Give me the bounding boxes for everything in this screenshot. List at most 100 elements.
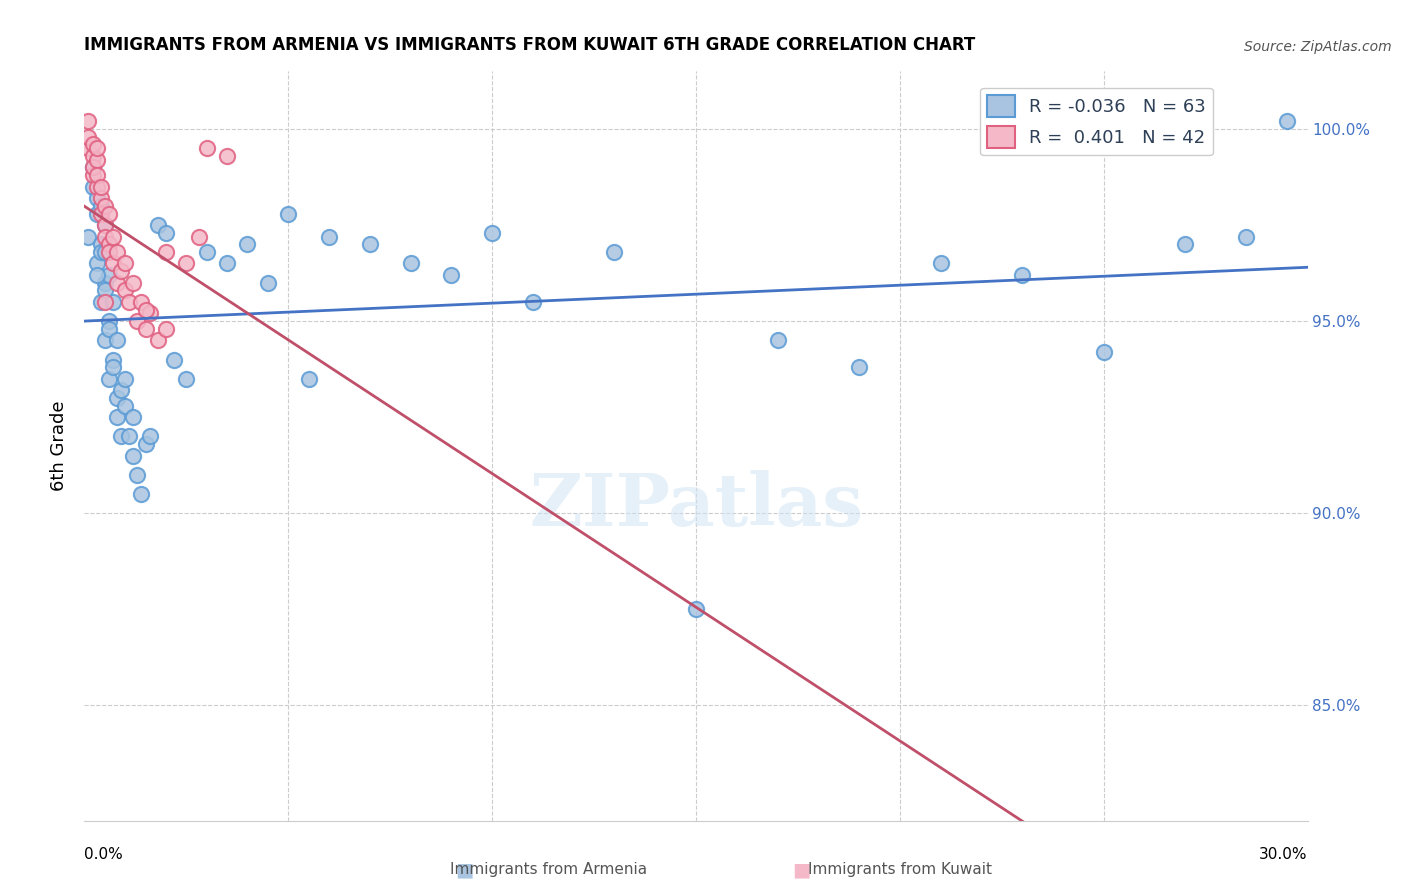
Text: 0.0%: 0.0% <box>84 847 124 863</box>
Point <box>93 218 117 232</box>
Point <box>603 244 626 259</box>
Text: Immigrants from Kuwait: Immigrants from Kuwait <box>808 863 991 877</box>
Point <box>122 276 145 290</box>
Point <box>101 229 124 244</box>
Point <box>82 149 104 163</box>
Point <box>77 229 100 244</box>
Point <box>135 437 157 451</box>
Point <box>86 141 108 155</box>
Point <box>195 141 218 155</box>
Point <box>481 226 503 240</box>
Point <box>90 191 112 205</box>
Point <box>929 256 952 270</box>
Point <box>1277 114 1299 128</box>
Point <box>86 191 108 205</box>
Point <box>110 429 132 443</box>
Point <box>298 372 321 386</box>
Point <box>82 161 104 175</box>
Point <box>138 429 160 443</box>
Point <box>110 264 132 278</box>
Point <box>86 268 108 282</box>
Point <box>155 226 177 240</box>
Point <box>97 206 120 220</box>
Point <box>93 229 117 244</box>
Point <box>359 237 381 252</box>
Point <box>93 284 117 298</box>
Point <box>318 229 340 244</box>
Point <box>105 410 128 425</box>
Point <box>766 334 789 348</box>
Point <box>146 218 169 232</box>
Point <box>93 218 117 232</box>
Point <box>257 276 280 290</box>
Point <box>82 179 104 194</box>
Text: IMMIGRANTS FROM ARMENIA VS IMMIGRANTS FROM KUWAIT 6TH GRADE CORRELATION CHART: IMMIGRANTS FROM ARMENIA VS IMMIGRANTS FR… <box>84 36 976 54</box>
Point <box>1236 229 1258 244</box>
Point <box>155 322 177 336</box>
Text: ■: ■ <box>792 860 811 880</box>
Point <box>93 276 117 290</box>
Point <box>1011 268 1033 282</box>
Point <box>217 149 239 163</box>
Point <box>105 391 128 405</box>
Point <box>86 153 108 167</box>
Point <box>97 237 120 252</box>
Point <box>105 276 128 290</box>
Point <box>236 237 259 252</box>
Point <box>176 372 198 386</box>
Point <box>217 256 239 270</box>
Point <box>522 294 544 309</box>
Point <box>135 322 157 336</box>
Point <box>138 306 160 320</box>
Point <box>176 256 198 270</box>
Point <box>77 114 100 128</box>
Point <box>122 449 145 463</box>
Point <box>105 334 128 348</box>
Point <box>101 294 124 309</box>
Point <box>131 294 153 309</box>
Text: Immigrants from Armenia: Immigrants from Armenia <box>450 863 647 877</box>
Point <box>86 206 108 220</box>
Point <box>86 256 108 270</box>
Point <box>135 302 157 317</box>
Point <box>114 372 136 386</box>
Point <box>101 256 124 270</box>
Y-axis label: 6th Grade: 6th Grade <box>51 401 69 491</box>
Point <box>82 137 104 152</box>
Point <box>1092 344 1115 359</box>
Point <box>122 410 145 425</box>
Point <box>114 284 136 298</box>
Point <box>93 199 117 213</box>
Point <box>93 244 117 259</box>
Point <box>97 322 120 336</box>
Point <box>105 244 128 259</box>
Point <box>93 294 117 309</box>
Point <box>82 168 104 182</box>
Point <box>685 602 707 616</box>
Point <box>90 199 112 213</box>
Point <box>97 244 120 259</box>
Text: 30.0%: 30.0% <box>1260 847 1308 863</box>
Point <box>82 161 104 175</box>
Point <box>155 244 177 259</box>
Legend: R = -0.036   N = 63, R =  0.401   N = 42: R = -0.036 N = 63, R = 0.401 N = 42 <box>980 88 1213 155</box>
Point <box>93 334 117 348</box>
Point <box>101 352 124 367</box>
Point <box>97 268 120 282</box>
Text: ZIPatlas: ZIPatlas <box>529 470 863 541</box>
Point <box>127 467 149 482</box>
Point <box>90 244 112 259</box>
Text: ■: ■ <box>454 860 474 880</box>
Point <box>131 487 153 501</box>
Point <box>77 141 100 155</box>
Point <box>101 360 124 375</box>
Point <box>399 256 422 270</box>
Point <box>86 179 108 194</box>
Point <box>277 206 299 220</box>
Point <box>440 268 463 282</box>
Point <box>118 429 141 443</box>
Point <box>187 229 209 244</box>
Point <box>77 129 100 144</box>
Point <box>114 256 136 270</box>
Point <box>97 372 120 386</box>
